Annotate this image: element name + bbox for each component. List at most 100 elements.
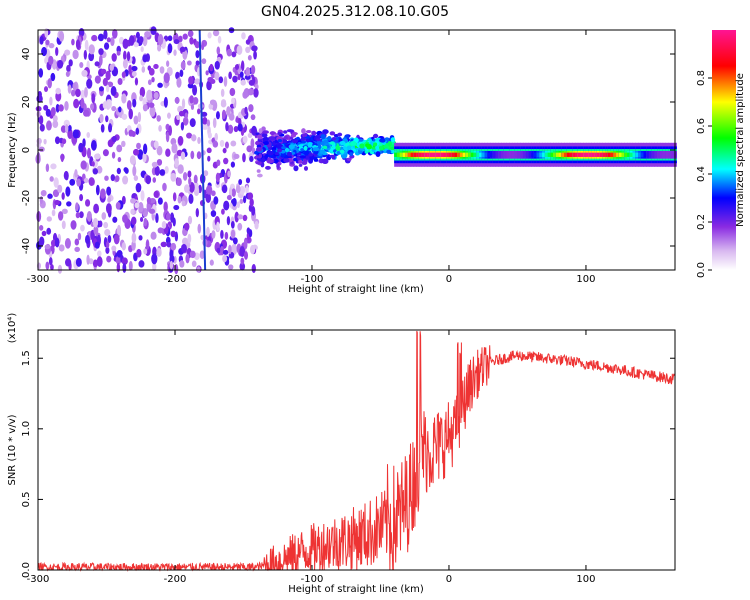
spectrogram-cell	[232, 197, 237, 207]
spectrogram-cell	[308, 152, 314, 157]
spectrogram-cell	[162, 182, 167, 192]
spectrogram-cell	[109, 64, 114, 71]
spectrogram-cell	[539, 152, 543, 157]
spectrogram-cell	[90, 103, 95, 111]
spectrogram-cell	[248, 104, 254, 113]
spectrogram-cell	[173, 204, 180, 211]
spectrogram-cell	[189, 118, 196, 128]
spectrogram-cell	[104, 175, 109, 181]
spectrogram-cell	[55, 87, 61, 95]
spectrogram-cell	[346, 157, 352, 162]
spectrogram-cell	[240, 257, 245, 265]
spectrogram-cell	[435, 152, 439, 157]
spectrogram-cell	[64, 238, 71, 249]
spectrogram-cell	[138, 235, 143, 241]
spectrogram-cell	[580, 152, 584, 157]
spectrogram-cell	[115, 255, 122, 265]
spectrogram-cell	[550, 152, 554, 157]
colorbar-tick-label: 0.2	[696, 214, 707, 230]
spectrogram-cell	[214, 71, 220, 81]
spectrogram-cell	[209, 63, 214, 72]
spectrogram-cell	[277, 131, 282, 135]
spectrogram-cell	[92, 217, 99, 228]
spectrogram-cell	[83, 177, 89, 184]
spectrogram-cell	[100, 123, 105, 133]
spectrogram-cell	[189, 250, 196, 259]
spectrogram-cell	[242, 214, 248, 222]
spectrogram-cell	[421, 152, 425, 157]
spectrogram-cell	[85, 199, 91, 207]
spectrogram-cell	[236, 201, 241, 209]
spectrogram-cell	[79, 211, 84, 219]
spectrogram-cell	[248, 79, 255, 86]
spectrogram-cell	[216, 247, 221, 254]
spectrogram-cell	[216, 46, 221, 55]
spectrogram-cell	[227, 124, 234, 134]
spectrogram-cell	[594, 152, 598, 157]
spectrogram-cell	[605, 152, 609, 157]
spectrogram-cell	[149, 105, 156, 117]
spectrogram-cell	[201, 58, 207, 65]
spectrogram-cell	[591, 152, 595, 157]
spectrogram-cell	[643, 152, 647, 157]
spectrogram-cell	[167, 43, 173, 54]
spectrogram-cell	[99, 113, 104, 123]
spectrogram-cell	[195, 50, 200, 59]
spectrogram-cell	[165, 148, 171, 157]
spectrogram-cell	[146, 89, 153, 101]
figure-title: GN04.2025.312.08.10.G05	[261, 4, 449, 20]
spectrogram-cell	[79, 61, 84, 68]
spectrogram-cell	[302, 132, 308, 137]
spectrogram-cell	[54, 237, 60, 248]
spectrogram-cell	[45, 163, 50, 173]
spectrogram-cell	[142, 35, 148, 47]
spectrogram-cell	[147, 79, 152, 86]
spectrogram-cell	[272, 158, 279, 164]
spectrogram-cell	[50, 107, 56, 117]
spectrogram-cell	[142, 152, 147, 163]
spectrogram-cell	[231, 188, 236, 197]
spectrogram-cell	[194, 78, 201, 85]
spectrogram-cell	[86, 211, 92, 222]
spectrogram-cell	[140, 190, 145, 202]
spectrogram-cell	[176, 114, 181, 120]
spectrogram-cell	[61, 220, 66, 230]
spectrogram-cell	[293, 158, 298, 162]
spectrogram-cell	[284, 147, 290, 153]
snr-x-tick-label: 100	[576, 574, 595, 585]
spectrogram-cell	[561, 152, 565, 157]
spectrogram-cell	[241, 32, 246, 40]
spectrogram-cell	[179, 260, 185, 268]
spectrogram-cell	[307, 142, 313, 148]
spectrogram-cell	[86, 132, 91, 139]
spectrogram-cell	[292, 138, 298, 144]
spectrogram-cell	[443, 152, 447, 157]
spectrogram-cell	[70, 89, 76, 97]
spectrogram-cell	[128, 260, 133, 271]
spectrogram-cell	[115, 201, 121, 210]
spectrogram-cell	[220, 229, 224, 239]
spectrogram-cell	[180, 61, 186, 70]
spectrogram-cell	[75, 202, 79, 212]
spectrogram-cell	[184, 112, 189, 119]
spectrogram-cell	[267, 157, 272, 161]
spectrogram-cell	[121, 113, 128, 120]
spectrogram-cell	[243, 195, 247, 204]
spectrogram-cell	[263, 141, 269, 146]
spectrogram-cell	[167, 35, 173, 42]
spectrogram-cell	[98, 220, 103, 228]
spectrogram-cell	[375, 151, 381, 158]
spectrogram-x-tick-label: -100	[301, 274, 324, 285]
spectrogram-cell	[657, 152, 661, 157]
snr-y-multiplier: (x10⁴)	[7, 313, 18, 344]
spectrogram-cell	[92, 259, 99, 268]
spectrogram-cell	[49, 96, 53, 106]
spectrogram-cell	[258, 153, 263, 159]
spectrogram-cell	[116, 262, 121, 273]
spectrogram-cell	[110, 85, 117, 97]
spectrogram-cell	[51, 209, 56, 217]
spectrogram-cell	[646, 152, 650, 157]
spectrogram-cell	[65, 258, 72, 267]
spectrogram-cell	[39, 124, 45, 132]
